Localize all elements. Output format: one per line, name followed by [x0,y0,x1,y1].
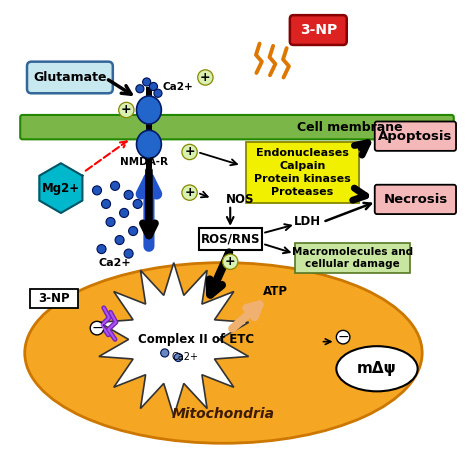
FancyBboxPatch shape [30,289,78,308]
Text: Ca2+: Ca2+ [163,82,193,92]
Circle shape [124,249,133,258]
Polygon shape [39,163,82,213]
Circle shape [337,330,350,344]
Text: +: + [225,255,236,268]
Circle shape [118,102,134,118]
Text: Apoptosis: Apoptosis [378,130,453,143]
Circle shape [223,254,238,270]
Circle shape [182,145,197,159]
Circle shape [106,217,115,226]
FancyBboxPatch shape [199,228,262,250]
FancyBboxPatch shape [20,115,454,140]
Ellipse shape [337,346,418,391]
Text: Endonucleases
Calpain
Protein kinases
Proteases: Endonucleases Calpain Protein kinases Pr… [254,148,351,197]
Circle shape [97,245,106,254]
Text: +: + [121,103,132,116]
Circle shape [182,185,197,200]
Text: +: + [184,145,195,159]
Circle shape [143,78,151,86]
Text: Glutamate: Glutamate [33,71,107,84]
Text: −: − [91,321,103,335]
FancyBboxPatch shape [146,87,152,168]
FancyBboxPatch shape [27,62,113,93]
Circle shape [133,199,142,208]
Circle shape [149,82,157,91]
Circle shape [110,181,119,190]
Text: ROS/RNS: ROS/RNS [201,233,260,246]
Circle shape [174,353,182,361]
Text: Necrosis: Necrosis [383,193,447,206]
Text: 3-NP: 3-NP [38,292,70,305]
Text: NMDA-R: NMDA-R [120,156,168,167]
Circle shape [128,226,137,236]
Text: Ca2+: Ca2+ [172,352,199,361]
Circle shape [124,190,133,199]
Ellipse shape [137,130,161,158]
Text: NOS: NOS [226,193,254,206]
FancyBboxPatch shape [294,243,410,274]
Circle shape [92,186,101,195]
Text: Mg2+: Mg2+ [42,182,80,195]
Circle shape [198,70,213,85]
Polygon shape [99,263,249,416]
Circle shape [90,321,104,335]
Circle shape [101,199,110,208]
Text: 3-NP: 3-NP [300,23,337,37]
Text: Macromolecules and
cellular damage: Macromolecules and cellular damage [292,247,413,270]
Circle shape [115,236,124,245]
Text: +: + [200,71,211,84]
Text: ATP: ATP [263,285,288,299]
Circle shape [119,208,128,217]
Text: LDH: LDH [293,216,320,228]
Text: mΔψ: mΔψ [357,361,397,376]
Text: Complex II of ETC: Complex II of ETC [138,333,255,346]
FancyBboxPatch shape [375,185,456,214]
FancyBboxPatch shape [375,121,456,151]
FancyBboxPatch shape [290,15,347,45]
Text: +: + [184,186,195,199]
FancyBboxPatch shape [246,142,359,203]
Ellipse shape [25,263,422,443]
Text: −: − [337,330,349,344]
Circle shape [161,349,169,357]
Text: Ca2+: Ca2+ [99,258,131,268]
Circle shape [154,89,162,97]
Ellipse shape [137,96,161,124]
Text: Mitochondria: Mitochondria [172,407,275,421]
Text: Cell membrane: Cell membrane [297,120,403,134]
Circle shape [136,85,144,93]
